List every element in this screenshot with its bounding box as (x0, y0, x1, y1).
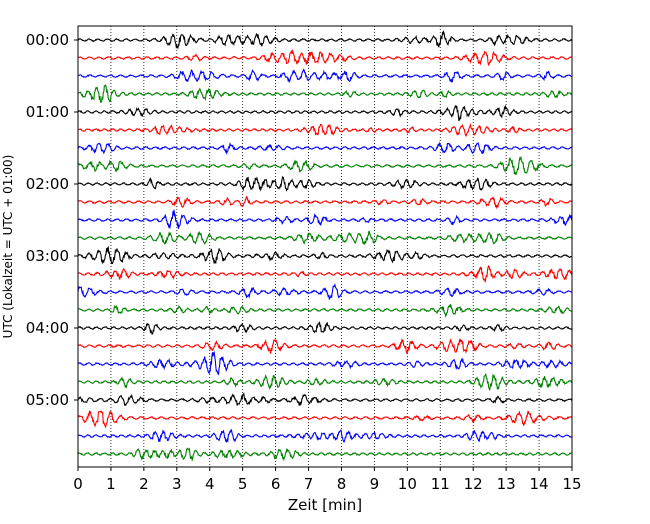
y-tick-label: 04:00 (26, 319, 69, 337)
x-tick-label: 7 (304, 475, 314, 493)
trace-0215 (77, 195, 573, 210)
x-tick-label: 8 (337, 475, 347, 493)
trace-0200 (77, 175, 573, 192)
trace-0415 (77, 338, 573, 355)
trace-0145 (77, 155, 573, 176)
trace-0500 (77, 392, 573, 407)
trace-0515 (77, 410, 573, 429)
trace-0045 (77, 84, 573, 103)
x-tick-label: 2 (139, 475, 149, 493)
x-tick-label: 6 (271, 475, 281, 493)
trace-0545 (77, 447, 573, 462)
x-tick-label: 10 (398, 475, 417, 493)
x-axis-label: Zeit [min] (288, 496, 362, 514)
trace-0430 (77, 350, 573, 376)
trace-0100 (77, 104, 573, 122)
x-tick-label: 3 (172, 475, 182, 493)
trace-0445 (77, 373, 573, 391)
x-axis-ticks: 0 1 2 3 4 5 6 7 8 9 10 11 12 13 14 15 (73, 467, 582, 493)
y-tick-label: 01:00 (26, 103, 69, 121)
x-tick-label: 11 (431, 475, 450, 493)
x-tick-label: 15 (562, 475, 581, 493)
trace-0115 (77, 122, 573, 137)
seismogram-traces (77, 30, 573, 462)
trace-0245 (77, 230, 573, 245)
trace-0300 (77, 245, 573, 265)
trace-0315 (77, 264, 573, 283)
trace-0530 (77, 429, 573, 443)
x-tick-label: 13 (497, 475, 516, 493)
x-tick-label: 0 (73, 475, 83, 493)
trace-0345 (77, 304, 573, 318)
x-tick-label: 4 (205, 475, 215, 493)
x-tick-label: 12 (464, 475, 483, 493)
y-tick-label: 03:00 (26, 247, 69, 265)
trace-0015 (77, 48, 573, 67)
plot-frame (77, 25, 573, 468)
trace-0130 (77, 141, 573, 155)
x-tick-label: 1 (106, 475, 116, 493)
y-axis-ticks: 00:00 01:00 02:00 03:00 04:00 05:00 (26, 31, 78, 409)
y-tick-label: 05:00 (26, 391, 69, 409)
y-tick-label: 02:00 (26, 175, 69, 193)
trace-0030 (77, 68, 573, 84)
x-tick-label: 5 (238, 475, 248, 493)
x-tick-label: 14 (530, 475, 549, 493)
trace-0400 (77, 321, 573, 335)
y-axis-label: UTC (Lokalzeit = UTC + 01:00) (1, 155, 15, 339)
y-tick-label: 00:00 (26, 31, 69, 49)
trace-0230 (77, 209, 573, 229)
trace-0000 (77, 30, 573, 50)
x-tick-label: 9 (370, 475, 380, 493)
trace-0330 (77, 282, 573, 300)
